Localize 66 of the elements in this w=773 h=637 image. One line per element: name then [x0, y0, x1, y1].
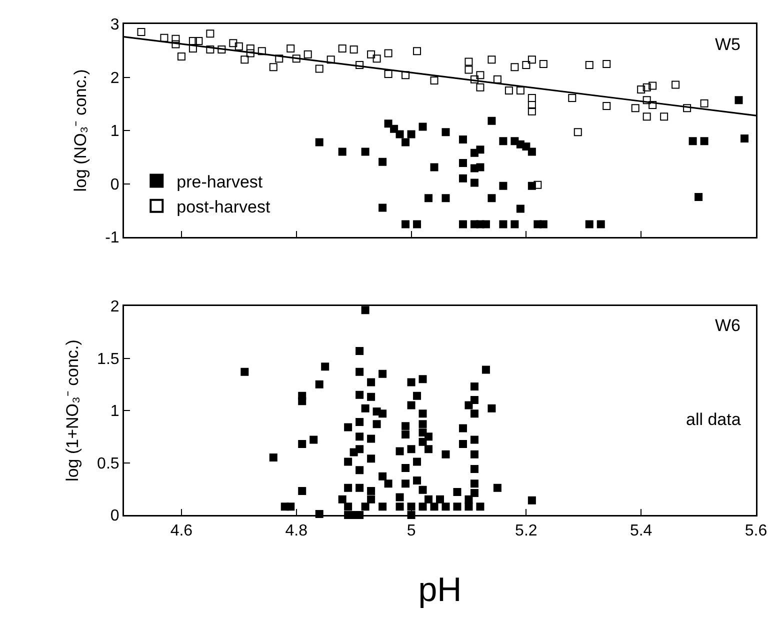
point [384, 120, 392, 128]
point [499, 220, 508, 228]
point [596, 220, 605, 228]
x-axis-title: pH [418, 570, 462, 609]
point [442, 194, 450, 202]
point [390, 124, 398, 133]
point [688, 137, 697, 146]
annotation: all data [686, 410, 742, 429]
x-tick-label: 5 [406, 522, 416, 540]
point [315, 138, 324, 146]
point [402, 220, 410, 228]
point [458, 158, 467, 167]
point [528, 148, 536, 156]
point [338, 148, 346, 156]
y-axis-title: log (1+NO₃⁻ conc.) [62, 340, 82, 482]
point [510, 220, 519, 228]
x-tick-label: 4.6 [170, 522, 193, 540]
point [539, 220, 548, 228]
x-tick-label: 5.4 [630, 522, 652, 540]
y-tick-label: 1.5 [97, 350, 120, 368]
point [694, 193, 703, 202]
y-tick-label: 0 [110, 176, 120, 194]
point [442, 128, 450, 136]
annotation: W6 [715, 316, 740, 335]
point [700, 137, 708, 146]
point [488, 194, 496, 202]
y-tick-label: 2 [110, 298, 120, 316]
point [476, 163, 484, 172]
point [378, 204, 387, 212]
point [470, 178, 478, 187]
legend-label: post-harvest [176, 198, 270, 216]
point [418, 122, 427, 131]
point [740, 134, 749, 142]
point [734, 96, 743, 104]
point [413, 220, 422, 228]
y-tick-label: 1 [110, 123, 120, 140]
y-tick-label: 0.5 [97, 455, 120, 472]
point [402, 138, 410, 146]
point [458, 220, 467, 228]
y-tick-label: 0 [110, 508, 120, 525]
y-tick-label: 1 [110, 403, 120, 420]
point [522, 142, 530, 150]
point [499, 182, 508, 190]
point [488, 116, 496, 125]
point [476, 146, 484, 154]
point [430, 163, 438, 172]
x-tick-label: 5.6 [744, 522, 768, 540]
point [424, 194, 433, 202]
x-tick-label: 5.2 [515, 522, 538, 540]
point [585, 220, 594, 228]
y-tick-label: 2 [110, 70, 120, 87]
point [516, 204, 524, 213]
y-axis-title: log (NO₃⁻ conc.) [70, 69, 90, 192]
point [361, 148, 370, 156]
point [407, 130, 416, 138]
point [499, 137, 508, 146]
point [458, 174, 467, 182]
y-tick-label: -1 [105, 230, 120, 247]
point [378, 158, 387, 166]
point [396, 130, 404, 138]
annotation: W5 [715, 35, 740, 54]
legend-label: pre-harvest [176, 172, 263, 192]
point [482, 220, 490, 228]
x-tick-label: 4.8 [285, 522, 308, 540]
point [458, 136, 467, 144]
y-tick-label: 3 [110, 16, 120, 34]
